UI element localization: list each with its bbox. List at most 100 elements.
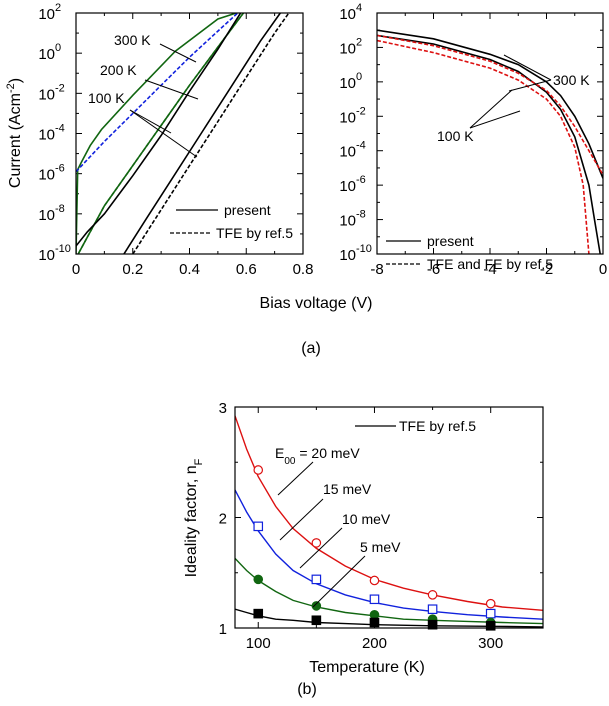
ideality-point xyxy=(253,521,264,532)
reverse-ytick-exponent: -6 xyxy=(356,174,366,186)
reverse-leader-100k-b xyxy=(469,110,521,129)
ideality-point xyxy=(311,538,322,548)
reverse-xtick-label: -6 xyxy=(427,261,440,278)
forward-annotation-300k: 300 K xyxy=(114,32,151,48)
forward-series-0 xyxy=(76,13,237,254)
forward-ytick-label: 10 xyxy=(38,86,55,103)
caption-a: (a) xyxy=(301,340,321,357)
forward-xtick-label: 0.2 xyxy=(122,261,143,278)
forward-xtick-label: 0 xyxy=(72,261,80,278)
forward-xtick-label: 0.8 xyxy=(293,261,314,278)
reverse-ytick-exponent: 4 xyxy=(356,2,362,14)
ideality-annotation-5mev: 5 meV xyxy=(360,539,401,555)
ideality-point xyxy=(253,574,264,585)
reverse-legend-tfe-fe: TFE and FE by ref.5 xyxy=(427,256,553,272)
ideality-point xyxy=(253,608,264,619)
ideality-ytick-label: 1 xyxy=(219,621,227,638)
reverse-ytick-exponent: -4 xyxy=(356,140,366,152)
reverse-leader-300k-b xyxy=(508,79,552,92)
ideality-ytick-label: 3 xyxy=(219,400,227,417)
ideality-y-axis-label: Ideality factor, nF xyxy=(183,458,205,577)
reverse-ytick-exponent: -2 xyxy=(356,105,366,117)
ideality-point xyxy=(485,598,496,609)
forward-leader-200k xyxy=(144,79,199,100)
ideality-point xyxy=(253,465,264,475)
ideality-point xyxy=(311,615,322,626)
reverse-ytick-label: 10 xyxy=(339,247,356,264)
ideality-legend-tfe: TFE by ref.5 xyxy=(399,418,476,434)
reverse-ytick-label: 10 xyxy=(339,40,356,57)
ideality-leader-15mev xyxy=(279,498,324,541)
ideality-annotation-15mev: 15 meV xyxy=(323,481,372,497)
forward-legend-present: present xyxy=(224,202,271,218)
forward-ytick-label: 10 xyxy=(38,6,55,23)
forward-leader-300k xyxy=(159,43,197,63)
reverse-ytick-exponent: -10 xyxy=(356,243,372,255)
forward-ytick-exponent: -2 xyxy=(55,82,65,94)
ideality-point xyxy=(311,601,322,611)
reverse-legend-present: present xyxy=(427,233,474,249)
ideality-xtick-label: 100 xyxy=(246,635,271,652)
reverse-xtick-label: -8 xyxy=(370,261,383,278)
ideality-ytick-label: 2 xyxy=(219,511,227,528)
ideality-leader-5mev xyxy=(312,555,366,608)
ideality-point xyxy=(427,590,438,600)
ideality-point xyxy=(369,617,380,628)
reverse-leader-100k-a xyxy=(469,89,513,129)
ideality-point xyxy=(427,619,438,630)
forward-series-4 xyxy=(76,13,242,247)
forward-ytick-label: 10 xyxy=(38,167,55,184)
ideality-chart: 1 2 3 100 200 300 Ideality factor, nF Temper… xyxy=(183,400,544,676)
reverse-ytick-label: 10 xyxy=(339,75,356,92)
reverse-ytick-label: 10 xyxy=(339,213,356,230)
forward-ytick-exponent: 2 xyxy=(55,2,61,14)
reverse-plot-frame xyxy=(376,12,604,255)
forward-y-axis-label: Current (Acm-2) xyxy=(5,78,24,188)
ideality-point xyxy=(485,608,496,619)
forward-series-5 xyxy=(122,13,281,254)
reverse-xtick-label: -4 xyxy=(483,261,496,278)
ideality-curve-0 xyxy=(235,415,543,611)
ideality-plot-frame xyxy=(234,406,544,629)
forward-ytick-label: 10 xyxy=(38,247,55,264)
forward-leader-100k-b xyxy=(129,109,198,158)
reverse-leader-300k-a xyxy=(503,54,552,81)
reverse-series-3 xyxy=(377,39,590,254)
reverse-annotation-100k: 100 K xyxy=(437,128,474,144)
reverse-series-2 xyxy=(377,34,603,176)
forward-annotation-100k: 100 K xyxy=(88,90,125,106)
reverse-annotation-300k: 300 K xyxy=(553,72,590,88)
ideality-point xyxy=(485,620,496,631)
ideality-leader-20mev xyxy=(277,461,314,496)
reverse-ytick-exponent: -8 xyxy=(356,209,366,221)
reverse-xtick-label: 0 xyxy=(599,261,607,278)
forward-ytick-exponent: -6 xyxy=(55,163,65,175)
reverse-ytick-label: 10 xyxy=(339,109,356,126)
ideality-point xyxy=(369,594,380,605)
ideality-point xyxy=(311,574,322,585)
forward-xtick-label: 0.4 xyxy=(179,261,200,278)
forward-ytick-exponent: 0 xyxy=(55,42,61,54)
ideality-curve-2 xyxy=(235,557,543,625)
caption-b: (b) xyxy=(297,681,317,698)
ideality-annotation-20mev: E00 = 20 meV xyxy=(275,445,360,467)
ideality-xtick-label: 200 xyxy=(362,635,387,652)
forward-xtick-label: 0.6 xyxy=(236,261,257,278)
forward-ytick-exponent: -4 xyxy=(55,123,65,135)
ideality-point xyxy=(369,575,380,586)
ideality-xtick-label: 300 xyxy=(478,635,503,652)
reverse-series-0 xyxy=(377,29,603,179)
ideality-point xyxy=(427,604,438,615)
reverse-series-1 xyxy=(377,34,601,254)
forward-plot-frame xyxy=(75,12,304,255)
forward-series-6 xyxy=(132,13,290,254)
forward-ytick-exponent: -8 xyxy=(55,203,65,215)
reverse-xtick-label: -2 xyxy=(540,261,553,278)
ideality-x-axis-label: Temperature (K) xyxy=(309,659,425,676)
forward-ytick-label: 10 xyxy=(38,207,55,224)
reverse-ytick-exponent: 0 xyxy=(356,71,362,83)
shared-x-axis-label: Bias voltage (V) xyxy=(260,295,373,312)
